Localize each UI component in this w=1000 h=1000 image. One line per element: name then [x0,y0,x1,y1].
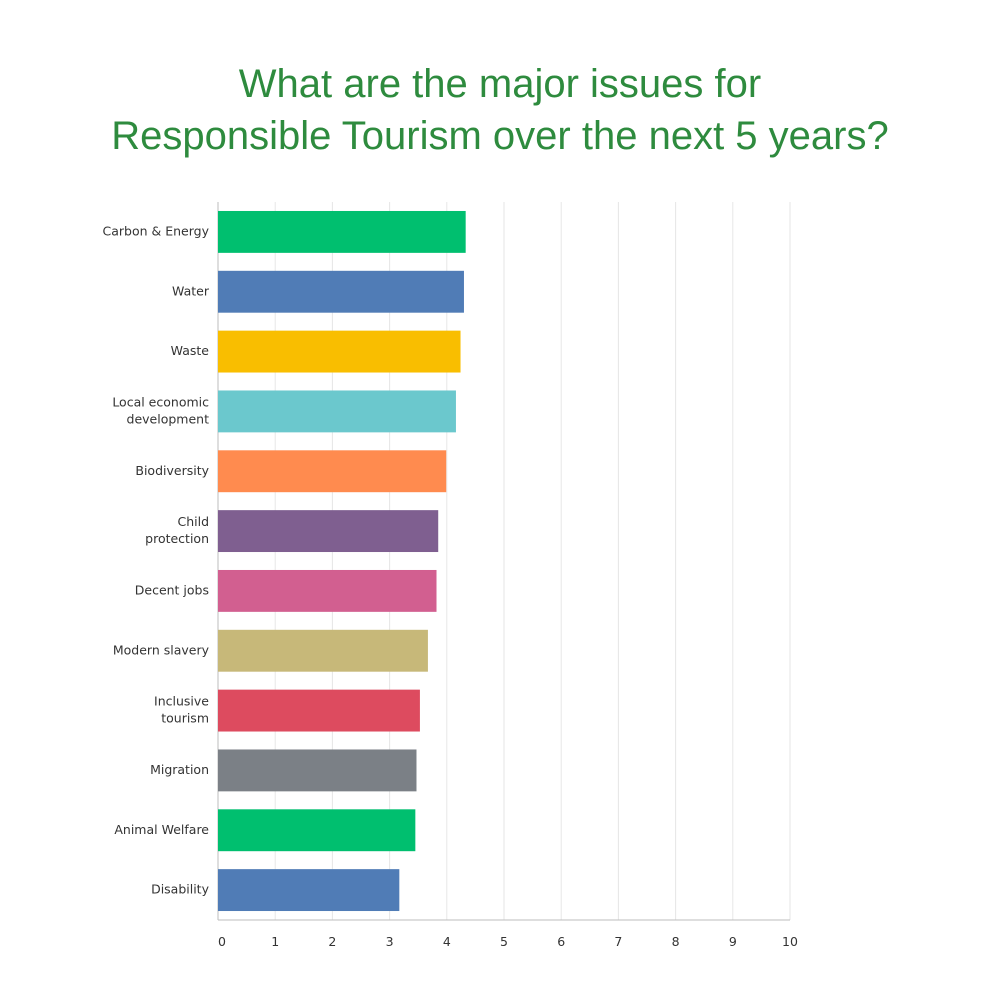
bars [218,210,466,912]
x-tick-label-6: 6 [557,934,565,949]
x-axis-ticks: 0 1 2 3 4 5 6 7 8 9 10 [218,934,798,949]
bar-10 [218,809,416,852]
category-label-10: Animal Welfare [114,822,209,837]
x-tick-label-3: 3 [386,934,394,949]
bar-7 [218,629,428,672]
chart-title-line-1: What are the major issues for [238,62,762,106]
category-label-2: Waste [171,343,210,358]
bar-2 [218,330,461,373]
bar-3 [218,390,456,433]
category-label-3: Local economic development [112,394,209,426]
bar-5 [218,510,439,553]
x-tick-label-9: 9 [729,934,737,949]
category-label-9: Migration [150,762,209,777]
x-tick-label-0: 0 [218,934,226,949]
category-label-0: Carbon & Energy [103,223,210,238]
bar-0 [218,210,466,253]
x-tick-label-1: 1 [271,934,279,949]
x-tick-label-5: 5 [500,934,508,949]
bar-11 [218,869,400,912]
grid-lines [217,202,791,921]
category-label-8: Inclusive tourism [154,694,209,726]
x-tick-label-2: 2 [328,934,336,949]
chart-title: What are the major issues for Responsibl… [0,58,1000,162]
bar-4 [218,450,447,493]
x-tick-label-10: 10 [782,934,798,949]
bar-1 [218,270,464,313]
bar-9 [218,749,417,792]
x-tick-label-7: 7 [614,934,622,949]
category-label-11: Disability [151,882,210,897]
bar-6 [218,569,437,612]
category-label-7: Modern slavery [113,642,210,657]
bar-8 [218,689,420,732]
category-label-6: Decent jobs [135,582,209,597]
category-label-1: Water [172,283,210,298]
x-tick-label-4: 4 [443,934,451,949]
x-tick-label-8: 8 [672,934,680,949]
category-label-4: Biodiversity [135,463,209,478]
category-label-5: Child protection [145,514,209,546]
category-labels: Carbon & Energy Water Waste Local economic d… [103,223,210,896]
chart-title-line-2: Responsible Tourism over the next 5 year… [111,114,889,158]
